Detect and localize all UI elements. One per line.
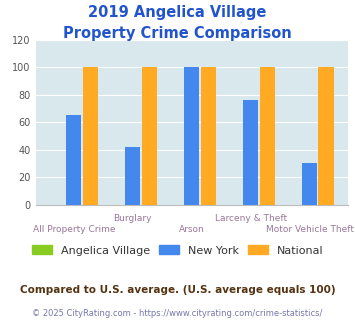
Text: Property Crime Comparison: Property Crime Comparison	[63, 26, 292, 41]
Bar	[201, 67, 216, 205]
Text: 2019 Angelica Village: 2019 Angelica Village	[88, 5, 267, 20]
Bar	[125, 147, 140, 205]
Bar	[302, 163, 317, 205]
Bar	[260, 67, 275, 205]
Bar	[318, 67, 334, 205]
Bar	[184, 67, 199, 205]
Text: Compared to U.S. average. (U.S. average equals 100): Compared to U.S. average. (U.S. average …	[20, 285, 335, 295]
Bar	[243, 100, 258, 205]
Text: Motor Vehicle Theft: Motor Vehicle Theft	[266, 225, 354, 234]
Text: Larceny & Theft: Larceny & Theft	[214, 214, 287, 223]
Text: Burglary: Burglary	[114, 214, 152, 223]
Legend: Angelica Village, New York, National: Angelica Village, New York, National	[27, 241, 328, 260]
Text: Arson: Arson	[179, 225, 204, 234]
Text: © 2025 CityRating.com - https://www.cityrating.com/crime-statistics/: © 2025 CityRating.com - https://www.city…	[32, 309, 323, 317]
Bar	[66, 115, 81, 205]
Bar	[142, 67, 157, 205]
Text: All Property Crime: All Property Crime	[33, 225, 115, 234]
Bar	[83, 67, 98, 205]
